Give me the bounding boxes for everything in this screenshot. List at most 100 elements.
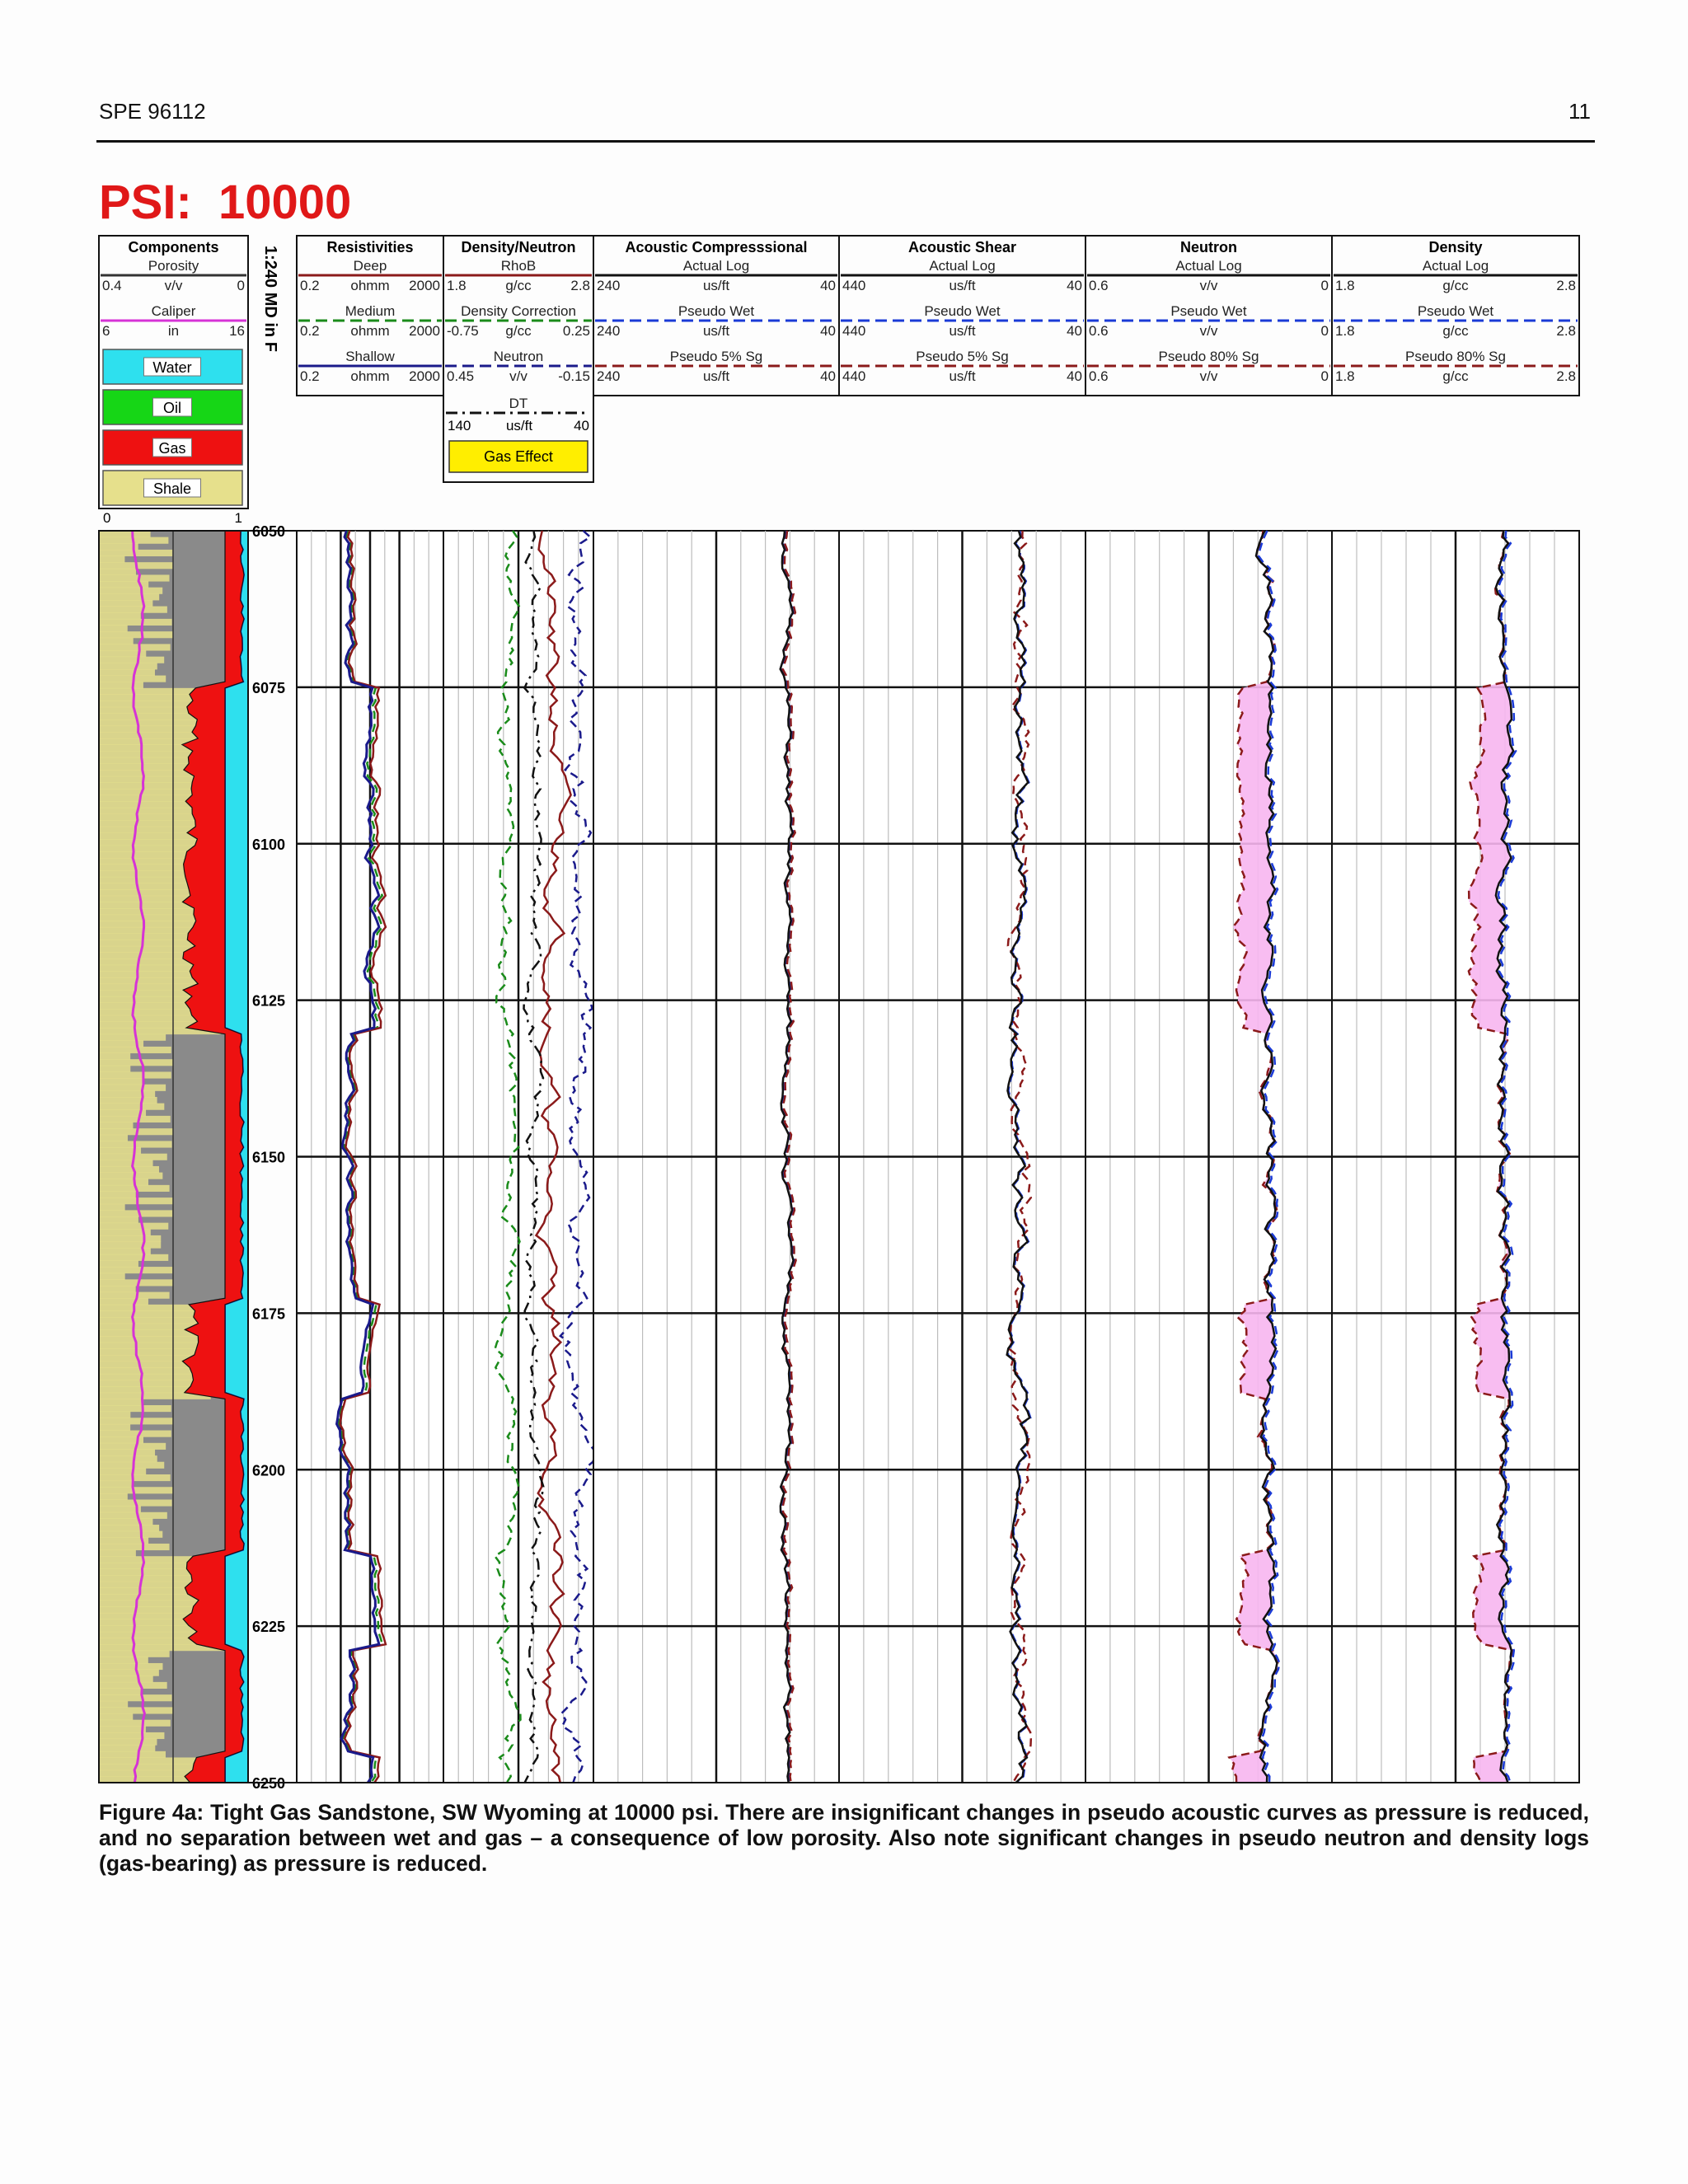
- curve-name: Pseudo Wet: [924, 303, 1001, 319]
- shale-volume-band: [99, 682, 143, 689]
- shale-volume-band: [99, 914, 213, 921]
- shale-volume-band: [99, 1134, 128, 1141]
- shale-volume-band: [99, 1342, 221, 1349]
- track-title: Resistivities: [326, 239, 413, 255]
- scale-unit: us/ft: [949, 368, 975, 384]
- scale-unit: v/v: [1200, 368, 1218, 384]
- track-title: Neutron: [1180, 239, 1237, 255]
- shale-volume-band: [99, 1115, 171, 1123]
- depth-tick-label: 6050: [252, 523, 285, 540]
- curve-name: Density Correction: [461, 303, 576, 319]
- shale-volume-band: [99, 668, 155, 677]
- scale-left: 440: [842, 323, 865, 339]
- track-header-acoustic_shear: Acoustic Shear Actual Log 440 us/ft 40 Pseudo…: [838, 235, 1086, 396]
- scale-right: 40: [1067, 278, 1082, 293]
- shale-volume-band: [99, 1179, 149, 1186]
- track-plot-density_neutron: [443, 530, 597, 1783]
- shale-volume-band: [99, 1348, 212, 1356]
- shale-volume-band: [99, 1267, 173, 1274]
- component-label: Water: [152, 359, 191, 376]
- scale-unit: v/v: [1200, 323, 1218, 339]
- shale-volume-band: [99, 574, 170, 582]
- shale-volume-band: [99, 926, 220, 935]
- gas-effect-label: Gas Effect: [484, 448, 553, 465]
- neutron-pseudo-wet-curve: [1257, 530, 1281, 1783]
- scale-left: 6: [102, 323, 110, 339]
- neutron-density-curve: [559, 530, 597, 1783]
- scale-right: 0: [237, 278, 245, 293]
- shale-volume-band: [99, 971, 229, 978]
- scale-left: 440: [842, 368, 865, 384]
- component-label-box: [143, 357, 201, 377]
- shale-volume-band: [99, 1405, 171, 1413]
- component-scale-right: 1: [235, 510, 242, 526]
- shale-volume-band: [99, 977, 235, 985]
- shale-volume-band: [99, 1612, 230, 1620]
- shale-volume-band: [99, 1726, 146, 1733]
- scale-left: 0.2: [300, 278, 320, 293]
- shale-volume-band: [99, 1260, 138, 1268]
- shale-volume-band: [99, 757, 213, 764]
- curve-name: Pseudo Wet: [1170, 303, 1247, 319]
- shale-volume-band: [99, 555, 125, 563]
- track-plot-resistivities: [296, 530, 444, 1783]
- shale-volume-band: [99, 637, 134, 644]
- shale-volume-band: [99, 1336, 232, 1343]
- shale-volume-band: [99, 1468, 147, 1475]
- shale-volume-band: [99, 1040, 144, 1047]
- shale-volume-band: [99, 857, 235, 865]
- scale-left: 0.6: [1089, 323, 1109, 339]
- curve-name: Pseudo Wet: [678, 303, 755, 319]
- scale-right: 2.8: [570, 278, 590, 293]
- shale-volume-band: [99, 1254, 169, 1261]
- track-header-resistivities: Resistivities Deep 0.2 ohmm 2000 Medium 0.2 ohm…: [296, 235, 444, 396]
- curve-name: Caliper: [152, 303, 196, 319]
- shale-volume-band: [99, 1600, 229, 1607]
- component-label: Gas: [158, 440, 185, 457]
- depth-tick-label: 6100: [252, 837, 285, 853]
- curve-name: Medium: [345, 303, 395, 319]
- scale-left: 0.6: [1089, 368, 1109, 384]
- deep-resistivity-curve: [339, 530, 387, 1783]
- shale-volume-band: [99, 870, 221, 878]
- shale-volume-band: [99, 701, 235, 708]
- shale-volume-band: [99, 1147, 142, 1155]
- scale-unit: v/v: [509, 368, 528, 384]
- scale-unit: g/cc: [1442, 278, 1469, 293]
- shale-volume-band: [99, 1184, 170, 1192]
- shale-volume-band: [99, 1103, 165, 1110]
- shale-volume-band: [99, 1449, 156, 1456]
- component-label-box: [152, 438, 192, 457]
- shale-volume-band: [99, 1644, 235, 1652]
- shale-volume-band: [99, 788, 227, 796]
- track-plot-acoustic_shear: [838, 530, 1086, 1783]
- shale-volume-band: [99, 1556, 220, 1563]
- scale-right: 2.8: [1556, 323, 1576, 339]
- scale-left: 1.8: [447, 278, 467, 293]
- shale-volume-band: [99, 1694, 172, 1702]
- curve-name: Deep: [354, 258, 387, 274]
- page-number: 11: [1568, 99, 1591, 124]
- shale-volume-band: [99, 1575, 227, 1582]
- shale-volume-band: [99, 807, 218, 814]
- gas-effect-swatch: [448, 440, 588, 473]
- shale-volume-band: [99, 782, 235, 790]
- shale-volume-band: [99, 650, 147, 658]
- shale-volume-band: [99, 1418, 173, 1425]
- curve-name: Actual Log: [929, 258, 995, 274]
- shale-volume-band: [99, 732, 223, 739]
- neutron-pseudo-gas-curve: [1227, 530, 1279, 1783]
- scale-unit: in: [168, 323, 179, 339]
- scale-right: 40: [574, 418, 589, 434]
- track-header-box: [1331, 235, 1580, 396]
- scale-right: 2000: [409, 278, 440, 293]
- depth-tick-label: 6150: [252, 1150, 285, 1166]
- shale-volume-band: [99, 1506, 141, 1513]
- well-log-figure: PSI: 10000 Components Porosity 0.4 v/v 0 Cali…: [98, 176, 1580, 1792]
- paper-id: SPE 96112: [99, 99, 206, 124]
- track-plot-acoustic_compressional: [593, 530, 840, 1783]
- shale-volume-band: [99, 921, 211, 928]
- shale-volume-band: [99, 1354, 213, 1362]
- shale-volume-band: [99, 820, 235, 827]
- shale-volume-band: [99, 1487, 173, 1494]
